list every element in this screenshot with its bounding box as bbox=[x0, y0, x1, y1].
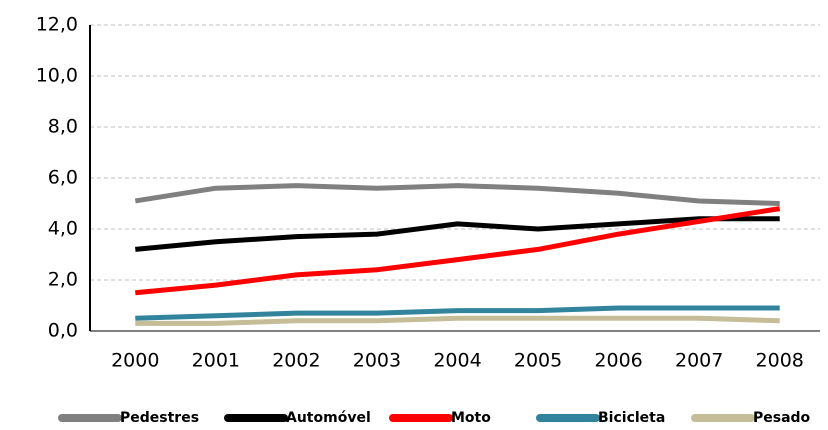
y-tick-label: 10,0 bbox=[36, 65, 78, 87]
y-tick-label: 2,0 bbox=[48, 269, 78, 291]
series-line bbox=[135, 216, 780, 252]
x-tick-label: 2006 bbox=[594, 350, 642, 372]
series-line bbox=[135, 315, 780, 326]
y-tick-label: 4,0 bbox=[48, 218, 78, 240]
x-tick-label: 2000 bbox=[111, 350, 159, 372]
legend-label: Automóvel bbox=[286, 410, 371, 426]
x-tick-label: 2007 bbox=[675, 350, 723, 372]
y-tick-label: 8,0 bbox=[48, 116, 78, 138]
legend-label: Pesado bbox=[753, 410, 811, 426]
y-tick-label: 0,0 bbox=[48, 320, 78, 342]
x-tick-label: 2002 bbox=[272, 350, 320, 372]
x-tick-label: 2003 bbox=[353, 350, 401, 372]
x-tick-label: 2004 bbox=[433, 350, 481, 372]
x-tick-label: 2005 bbox=[514, 350, 562, 372]
legend-label: Moto bbox=[451, 410, 491, 426]
x-tick-label: 2008 bbox=[756, 350, 804, 372]
series-line bbox=[134, 183, 780, 206]
series-line bbox=[135, 206, 781, 296]
y-tick-label: 12,0 bbox=[36, 14, 78, 36]
x-tick-label: 2001 bbox=[192, 350, 240, 372]
legend-label: Bicicleta bbox=[598, 410, 665, 426]
series-line bbox=[135, 305, 780, 321]
y-tick-label: 6,0 bbox=[48, 167, 78, 189]
legend-label: Pedestres bbox=[120, 410, 199, 426]
